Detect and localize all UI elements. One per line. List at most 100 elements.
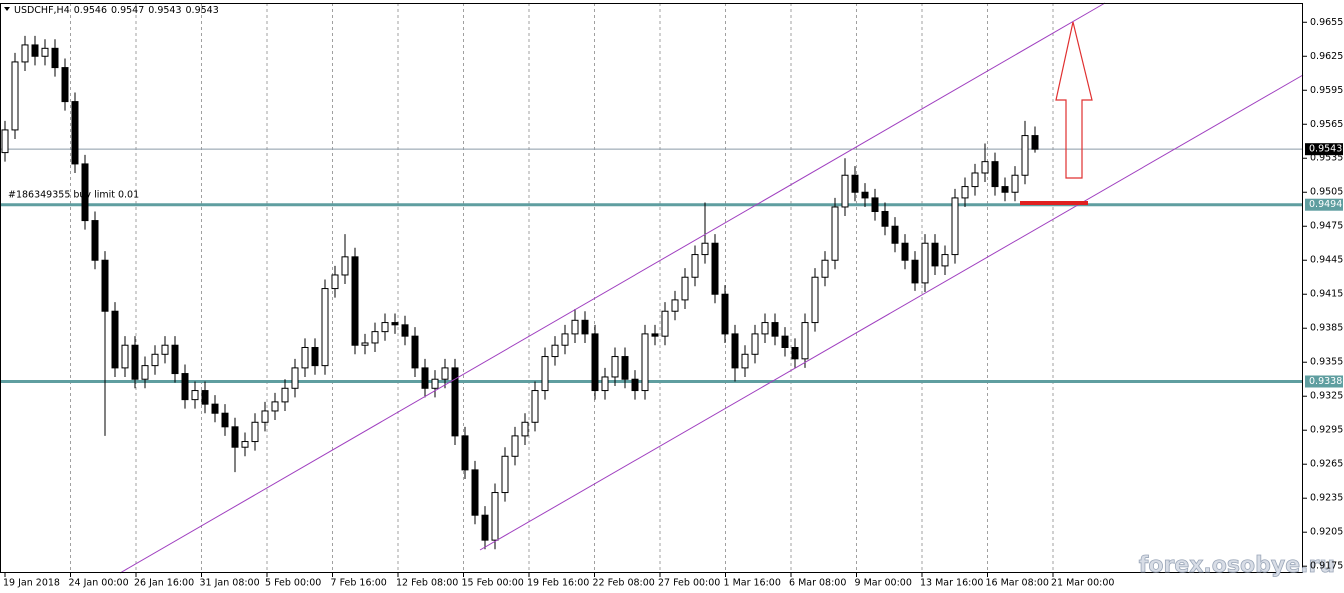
candle [561, 324, 569, 355]
candles [1, 35, 1039, 550]
y-tick-label: 0.9535 [1310, 153, 1343, 164]
candle [391, 313, 399, 334]
candle [371, 322, 379, 353]
candle-body [771, 322, 779, 337]
candle-body [591, 333, 599, 392]
candle [841, 158, 849, 217]
candle [831, 197, 839, 270]
candle [11, 52, 19, 139]
up-arrow [1055, 21, 1093, 179]
candle [31, 35, 39, 66]
level-label-box [1305, 198, 1343, 211]
candle-body [181, 373, 189, 401]
candle-body [431, 378, 439, 389]
candle [611, 347, 619, 387]
candle-body [491, 492, 499, 541]
candle-body [481, 514, 489, 541]
candle-body [501, 455, 509, 494]
level-label: 0.9338 [1309, 376, 1342, 387]
candle [381, 313, 389, 341]
candle-body [91, 220, 99, 261]
candle [101, 251, 109, 436]
candle-body [961, 186, 969, 199]
candle-body [211, 403, 219, 414]
x-tick-label: 22 Feb 08:00 [593, 578, 655, 589]
candle [1001, 177, 1009, 202]
candle [321, 279, 329, 375]
plot-border [0, 3, 1303, 573]
candle-body [981, 161, 989, 174]
candle [331, 265, 339, 298]
candle [811, 268, 819, 332]
candle-body [891, 225, 899, 244]
candle [491, 483, 499, 550]
candle [651, 324, 659, 346]
x-tick-label: 24 Jan 00:00 [69, 578, 129, 589]
y-tick-label: 0.9235 [1310, 493, 1343, 504]
candle [581, 311, 589, 343]
candle [621, 347, 629, 389]
candle-body [721, 293, 729, 335]
y-tick-label: 0.9355 [1310, 357, 1343, 368]
candle-body [141, 365, 149, 380]
candle-body [101, 259, 109, 312]
candle-body [801, 322, 809, 360]
candle [21, 35, 29, 71]
x-tick-label: 9 Mar 00:00 [855, 578, 912, 589]
candle-body [311, 346, 319, 367]
candle [351, 247, 359, 355]
candle-body [201, 390, 209, 405]
candle-body [561, 333, 569, 346]
candle [821, 251, 829, 287]
candle-body [691, 254, 699, 278]
y-tick-label: 0.9445 [1310, 255, 1343, 266]
candle [191, 381, 199, 409]
candle [111, 302, 119, 377]
x-tick-label: 12 Feb 08:00 [396, 578, 458, 589]
candle [931, 234, 939, 275]
candle [361, 333, 369, 355]
candle-body [521, 421, 529, 437]
y-tick-label: 0.9655 [1310, 17, 1343, 28]
candle [471, 460, 479, 525]
candle-body [791, 346, 799, 360]
candle [721, 285, 729, 343]
candle [81, 154, 89, 230]
candle-body [381, 322, 389, 333]
candle [141, 356, 149, 389]
candle-body [191, 390, 199, 401]
candle-body [301, 346, 309, 369]
current-price-box [1305, 143, 1343, 156]
candle [681, 268, 689, 309]
candle [311, 338, 319, 375]
candle [401, 315, 409, 346]
candle [971, 163, 979, 196]
candle-body [161, 344, 169, 355]
candle [161, 336, 169, 364]
y-tick-label: 0.9295 [1310, 425, 1343, 436]
candle [181, 364, 189, 409]
candle [341, 234, 349, 285]
candle [991, 152, 999, 196]
y-tick-label: 0.9595 [1310, 85, 1343, 96]
candle-body [31, 44, 39, 57]
candle-body [701, 242, 709, 256]
candle-body [321, 288, 329, 367]
candle-body [1, 129, 9, 154]
candle [301, 338, 309, 377]
candle-body [51, 47, 59, 69]
x-tick-label: 7 Feb 16:00 [331, 578, 387, 589]
y-tick-label: 0.9625 [1310, 51, 1343, 62]
candle [791, 338, 799, 368]
header-price: 0.9543 [148, 5, 181, 16]
candle [271, 392, 279, 421]
candle [91, 211, 99, 270]
candle [171, 336, 179, 383]
candle [241, 432, 249, 457]
candle-body [71, 101, 79, 165]
candle [431, 370, 439, 398]
candle-body [971, 172, 979, 188]
candle [701, 202, 709, 264]
candle-body [441, 367, 449, 380]
candle [211, 395, 219, 423]
